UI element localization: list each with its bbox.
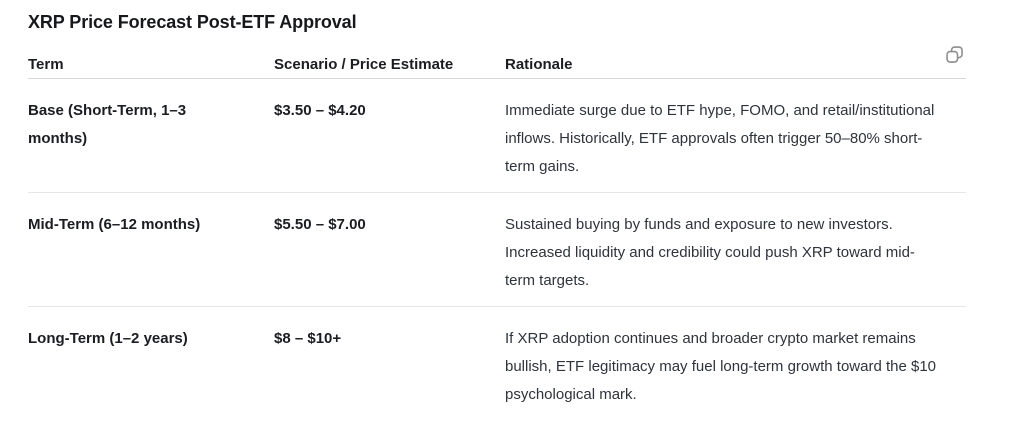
column-header-scenario-price: Scenario / Price Estimate [274,40,505,79]
rationale-cell: Sustained buying by funds and exposure t… [505,192,966,307]
price-estimate-cell: $8 – $10+ [274,330,342,347]
copy-icon [944,44,965,65]
rationale-cell: Immediate surge due to ETF hype, FOMO, a… [505,78,966,193]
rationale-cell: If XRP adoption continues and broader cr… [505,330,937,403]
table-row: Mid-Term (6–12 months) $5.50 – $7.00 Sus… [28,192,966,307]
column-header-term: Term [28,40,274,79]
column-header-rationale: Rationale [505,40,966,79]
price-estimate-cell: $5.50 – $7.00 [274,192,505,307]
table-row: Long-Term (1–2 years) $8 – $10+ If XRP a… [28,307,966,421]
term-cell: Base (Short-Term, 1–3 months) [28,78,274,193]
forecast-table: Term Scenario / Price Estimate Rationale… [28,40,966,420]
term-cell: Long-Term (1–2 years) [28,330,188,347]
table-header-row: Term Scenario / Price Estimate Rationale [28,40,966,79]
page-title: XRP Price Forecast Post-ETF Approval [28,12,357,32]
price-estimate-cell: $3.50 – $4.20 [274,78,505,193]
copy-table-button[interactable] [942,42,966,66]
table-card: XRP Price Forecast Post-ETF Approval Ter… [28,12,966,420]
term-cell: Mid-Term (6–12 months) [28,192,274,307]
table-row: Base (Short-Term, 1–3 months) $3.50 – $4… [28,78,966,193]
